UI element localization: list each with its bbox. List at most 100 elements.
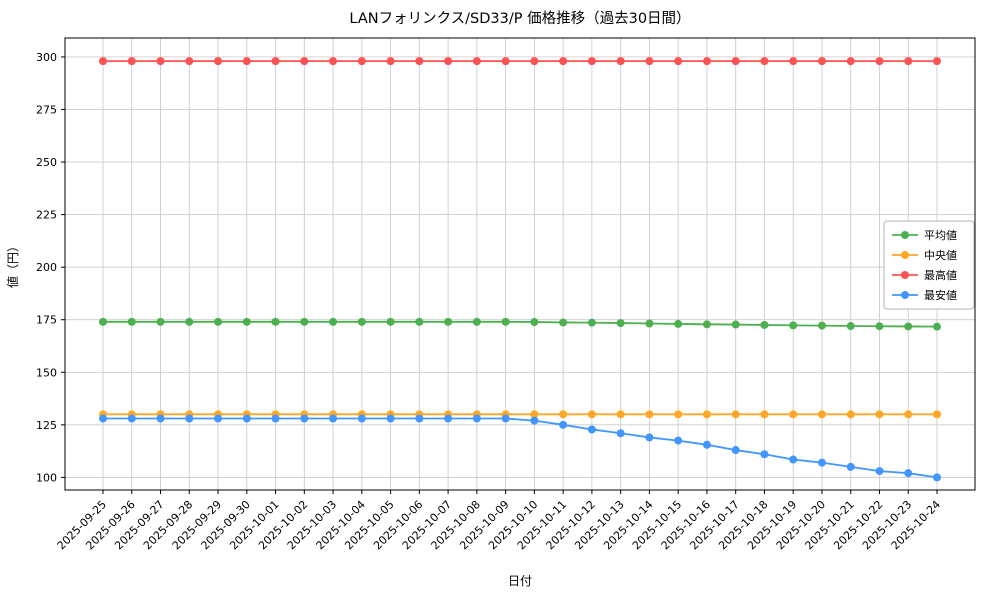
data-point	[329, 317, 338, 326]
data-point	[329, 57, 338, 66]
data-point	[933, 473, 941, 482]
data-point	[702, 320, 711, 329]
data-point	[817, 458, 826, 467]
data-point	[817, 321, 826, 330]
data-point	[587, 425, 596, 434]
data-point	[501, 57, 510, 66]
plot-frame	[64, 37, 976, 491]
data-point	[415, 317, 424, 326]
data-point	[789, 57, 798, 66]
data-point	[616, 429, 625, 438]
data-point	[674, 319, 683, 328]
data-point	[846, 410, 855, 419]
data-point	[587, 57, 596, 66]
data-point	[386, 414, 395, 423]
data-point	[357, 414, 366, 423]
legend-label: 平均値	[924, 229, 957, 242]
data-point	[300, 414, 309, 423]
data-point	[271, 57, 280, 66]
data-point	[674, 410, 683, 419]
legend-swatch-marker	[901, 271, 909, 279]
legend-label: 最高値	[924, 268, 957, 282]
data-point	[300, 317, 309, 326]
y-axis-label: 値（円）	[5, 240, 20, 288]
data-point	[587, 318, 596, 327]
svg-text:250: 250	[36, 156, 57, 169]
data-point	[214, 317, 223, 326]
data-point	[99, 57, 107, 66]
svg-text:225: 225	[36, 209, 57, 222]
data-point	[559, 420, 568, 429]
data-point	[846, 322, 855, 331]
data-point	[616, 410, 625, 419]
data-point	[501, 414, 510, 423]
svg-text:175: 175	[36, 314, 57, 327]
svg-text:300: 300	[36, 51, 57, 64]
data-point	[214, 414, 223, 423]
svg-text:125: 125	[36, 419, 57, 432]
data-point	[444, 57, 453, 66]
data-point	[501, 317, 510, 326]
data-point	[789, 455, 798, 464]
data-point	[386, 57, 395, 66]
data-point	[271, 414, 280, 423]
data-point	[530, 416, 539, 425]
data-point	[185, 57, 194, 66]
data-point	[185, 414, 194, 423]
series-3	[99, 414, 941, 482]
legend-swatch-marker	[901, 251, 909, 259]
data-point	[127, 317, 136, 326]
svg-text:100: 100	[36, 471, 57, 484]
data-point	[875, 57, 884, 66]
data-point	[271, 317, 280, 326]
data-point	[587, 410, 596, 419]
data-point	[616, 57, 625, 66]
plot-area: 100 125 150 175 200 225 250 275 300 2025-09-25202…	[36, 37, 976, 552]
data-point	[444, 317, 453, 326]
data-point	[731, 410, 740, 419]
legend-label: 最安値	[924, 288, 957, 302]
data-point	[760, 450, 769, 459]
data-point	[789, 410, 798, 419]
y-tick-labels: 100 125 150 175 200 225 250 275 300	[36, 51, 57, 484]
data-point	[472, 414, 481, 423]
data-point	[357, 317, 366, 326]
legend-box	[883, 220, 975, 310]
data-point	[559, 57, 568, 66]
data-point	[645, 433, 654, 442]
data-point	[242, 317, 251, 326]
tick-marks	[61, 56, 938, 494]
data-point	[933, 57, 941, 66]
svg-text:200: 200	[36, 261, 57, 274]
data-point	[933, 322, 941, 331]
legend-label: 中央値	[924, 249, 957, 262]
series-2	[99, 57, 941, 66]
data-point	[156, 414, 165, 423]
data-point	[731, 320, 740, 329]
data-point	[933, 410, 941, 419]
data-point	[530, 410, 539, 419]
data-point	[357, 57, 366, 66]
data-point	[904, 57, 913, 66]
svg-text:150: 150	[36, 366, 57, 379]
data-point	[185, 317, 194, 326]
series-line-3	[103, 417, 938, 479]
data-point	[472, 57, 481, 66]
data-point	[904, 410, 913, 419]
x-tick-labels: 2025-09-252025-09-262025-09-272025-09-28…	[55, 498, 943, 552]
data-point	[127, 57, 136, 66]
data-point	[875, 410, 884, 419]
data-point	[702, 57, 711, 66]
data-point	[674, 57, 683, 66]
data-point	[645, 410, 654, 419]
data-point	[904, 469, 913, 478]
data-point	[472, 317, 481, 326]
data-point	[415, 57, 424, 66]
data-point	[645, 319, 654, 328]
data-point	[444, 414, 453, 423]
data-point	[386, 317, 395, 326]
series-1	[99, 410, 941, 419]
x-axis-label: 日付	[508, 574, 532, 588]
